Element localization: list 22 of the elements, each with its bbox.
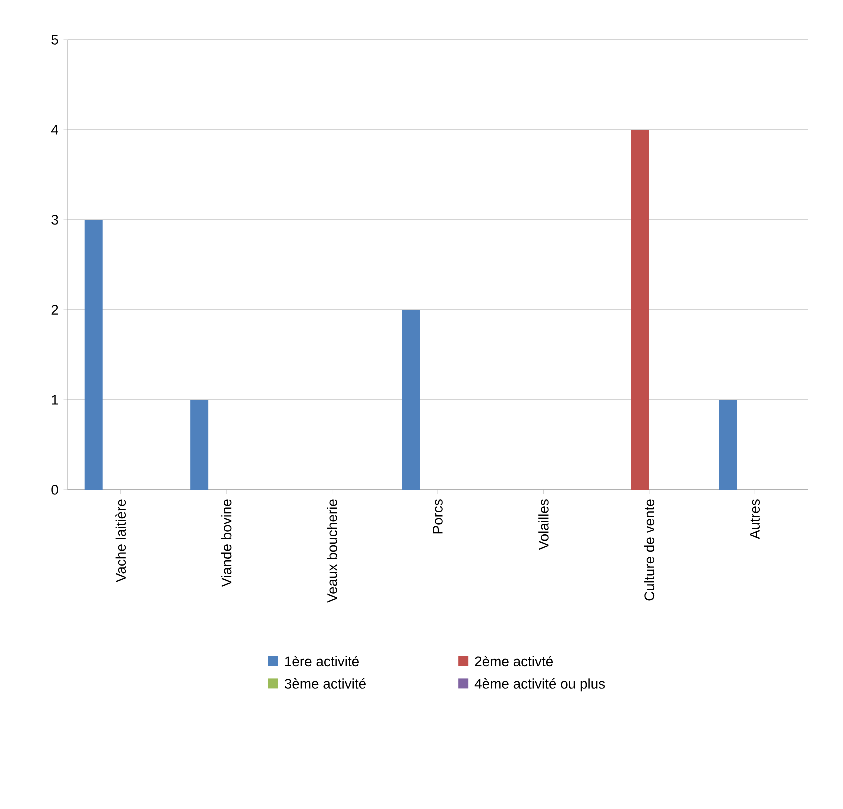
x-tick-label: Volailles xyxy=(538,500,549,550)
legend-label: 1ère activité xyxy=(285,656,359,667)
bar xyxy=(84,220,103,490)
y-tick-label: 1 xyxy=(52,395,58,405)
x-tick-label: Culture de vente xyxy=(644,500,655,601)
bar xyxy=(190,400,209,490)
y-tick-label: 5 xyxy=(52,35,58,45)
legend-label: 4ème activité ou plus xyxy=(474,678,606,692)
legend-label: 3ème activité xyxy=(284,678,366,689)
x-tick-label: Veaux boucherie xyxy=(327,500,338,603)
y-tick-label: 0 xyxy=(52,485,58,495)
y-tick-label: 2 xyxy=(52,305,58,315)
bar xyxy=(631,130,650,490)
x-tick-label: Vache laitière xyxy=(116,500,126,582)
y-tick-label: 4 xyxy=(51,125,58,135)
bar xyxy=(719,400,738,490)
x-tick-label: Autres xyxy=(750,500,760,540)
x-tick-label: Viande bovine xyxy=(221,500,232,588)
legend-label: 2ème activté xyxy=(475,656,554,667)
bar xyxy=(402,310,420,490)
x-tick-label: Porcs xyxy=(433,500,443,534)
y-tick-label: 3 xyxy=(52,215,58,225)
